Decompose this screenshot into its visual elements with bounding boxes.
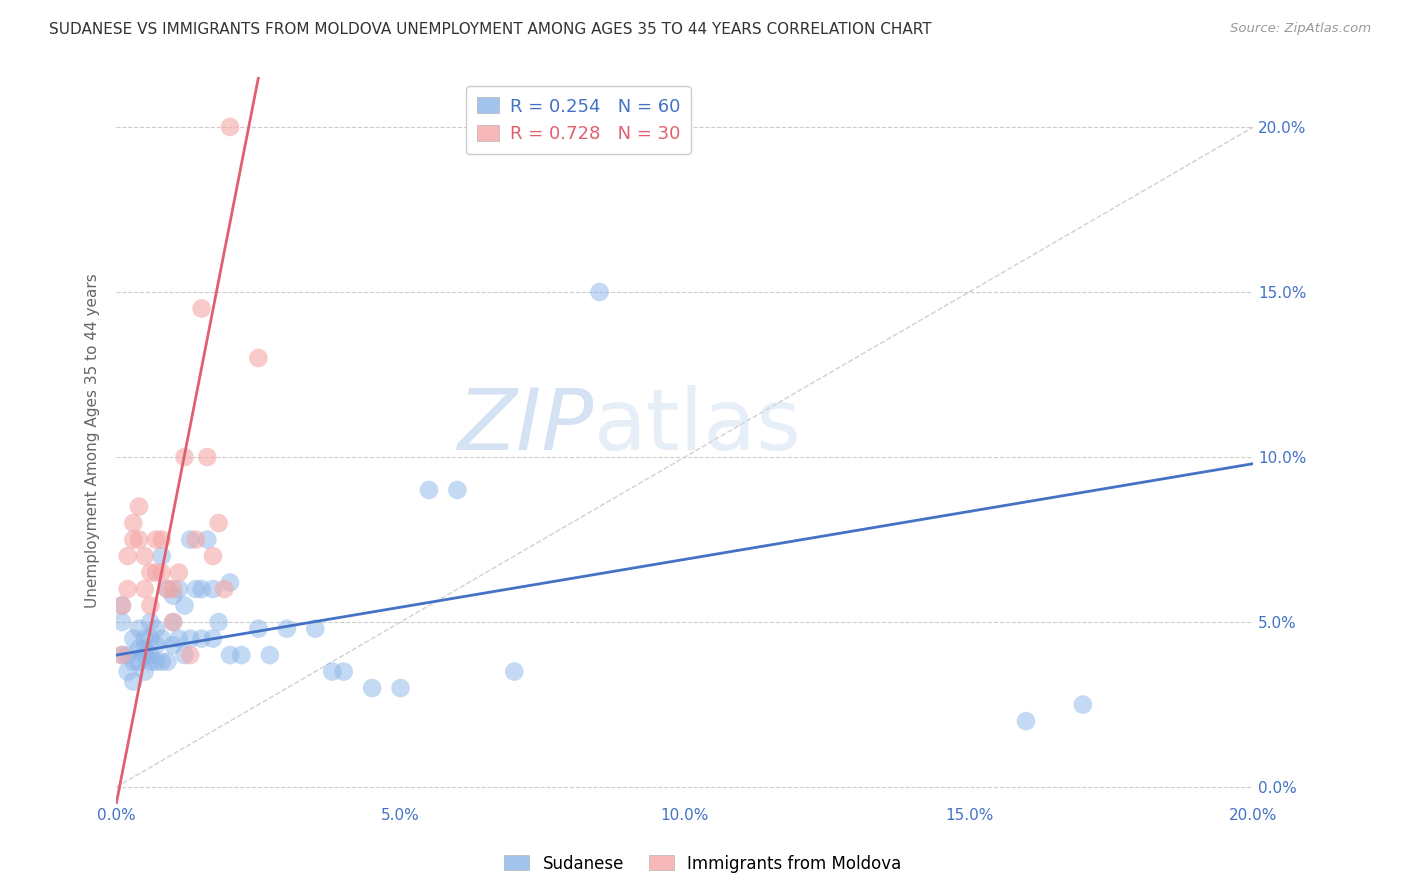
Text: ZIP: ZIP	[457, 384, 593, 467]
Point	[247, 351, 270, 365]
Point	[207, 516, 229, 530]
Point	[139, 599, 162, 613]
Point	[190, 632, 212, 646]
Point	[139, 632, 162, 646]
Point	[418, 483, 440, 497]
Point	[122, 632, 145, 646]
Point	[122, 516, 145, 530]
Point	[139, 648, 162, 662]
Point	[201, 582, 224, 596]
Point	[122, 533, 145, 547]
Text: Source: ZipAtlas.com: Source: ZipAtlas.com	[1230, 22, 1371, 36]
Point	[173, 648, 195, 662]
Point	[111, 599, 134, 613]
Point	[162, 589, 184, 603]
Point	[145, 566, 167, 580]
Legend: Sudanese, Immigrants from Moldova: Sudanese, Immigrants from Moldova	[498, 848, 908, 880]
Point	[117, 549, 139, 563]
Point	[122, 655, 145, 669]
Point	[1071, 698, 1094, 712]
Point	[201, 632, 224, 646]
Point	[134, 632, 156, 646]
Point	[156, 655, 179, 669]
Point	[219, 648, 242, 662]
Point	[167, 632, 190, 646]
Legend: R = 0.254   N = 60, R = 0.728   N = 30: R = 0.254 N = 60, R = 0.728 N = 30	[467, 87, 690, 153]
Point	[247, 622, 270, 636]
Point	[167, 566, 190, 580]
Point	[134, 641, 156, 656]
Point	[134, 549, 156, 563]
Point	[128, 500, 150, 514]
Point	[134, 582, 156, 596]
Point	[184, 582, 207, 596]
Point	[117, 665, 139, 679]
Point	[150, 549, 173, 563]
Point	[117, 648, 139, 662]
Point	[162, 615, 184, 629]
Point	[128, 533, 150, 547]
Point	[111, 648, 134, 662]
Text: atlas: atlas	[593, 384, 801, 467]
Point	[231, 648, 253, 662]
Point	[139, 615, 162, 629]
Point	[111, 648, 134, 662]
Point	[117, 582, 139, 596]
Point	[184, 533, 207, 547]
Point	[156, 582, 179, 596]
Point	[122, 674, 145, 689]
Point	[139, 655, 162, 669]
Point	[150, 566, 173, 580]
Point	[219, 120, 242, 134]
Point	[145, 655, 167, 669]
Point	[195, 533, 218, 547]
Point	[128, 655, 150, 669]
Point	[128, 622, 150, 636]
Point	[201, 549, 224, 563]
Point	[150, 632, 173, 646]
Point	[134, 665, 156, 679]
Point	[179, 648, 201, 662]
Point	[389, 681, 412, 695]
Point	[162, 582, 184, 596]
Point	[167, 582, 190, 596]
Point	[1015, 714, 1038, 728]
Point	[276, 622, 298, 636]
Point	[173, 599, 195, 613]
Point	[145, 533, 167, 547]
Point	[332, 665, 354, 679]
Text: SUDANESE VS IMMIGRANTS FROM MOLDOVA UNEMPLOYMENT AMONG AGES 35 TO 44 YEARS CORRE: SUDANESE VS IMMIGRANTS FROM MOLDOVA UNEM…	[49, 22, 932, 37]
Point	[128, 641, 150, 656]
Point	[503, 665, 526, 679]
Point	[156, 582, 179, 596]
Point	[207, 615, 229, 629]
Point	[150, 533, 173, 547]
Point	[588, 285, 610, 299]
Point	[195, 450, 218, 464]
Point	[150, 655, 173, 669]
Point	[446, 483, 468, 497]
Point	[111, 599, 134, 613]
Point	[321, 665, 343, 679]
Point	[162, 638, 184, 652]
Point	[179, 632, 201, 646]
Point	[259, 648, 281, 662]
Point	[111, 615, 134, 629]
Point	[190, 301, 212, 316]
Point	[145, 638, 167, 652]
Point	[219, 575, 242, 590]
Point	[139, 566, 162, 580]
Y-axis label: Unemployment Among Ages 35 to 44 years: Unemployment Among Ages 35 to 44 years	[86, 273, 100, 608]
Point	[190, 582, 212, 596]
Point	[173, 450, 195, 464]
Point	[145, 622, 167, 636]
Point	[134, 648, 156, 662]
Point	[162, 615, 184, 629]
Point	[179, 533, 201, 547]
Point	[304, 622, 326, 636]
Point	[361, 681, 384, 695]
Point	[214, 582, 236, 596]
